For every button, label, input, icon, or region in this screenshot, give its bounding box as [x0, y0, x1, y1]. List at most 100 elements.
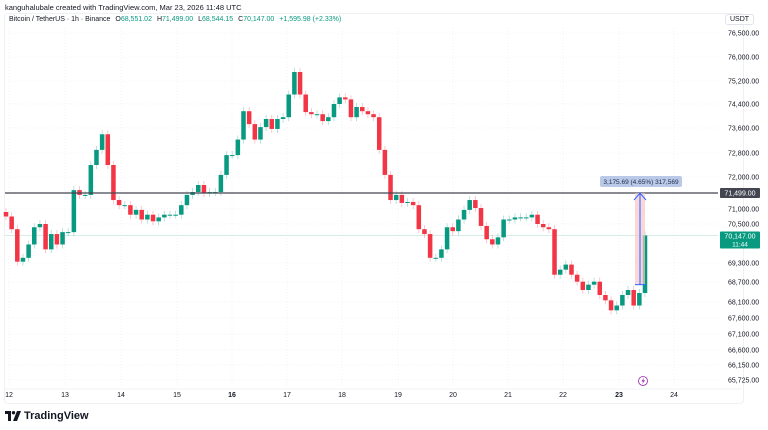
candle-body	[422, 229, 427, 235]
candle-body	[54, 234, 60, 245]
candle-body	[580, 281, 586, 290]
candle-body	[501, 219, 506, 238]
candle-body	[15, 229, 20, 262]
candle-body	[467, 200, 472, 210]
time-tick-label: 22	[559, 392, 567, 399]
candle-body	[484, 225, 489, 240]
candle-body	[439, 249, 444, 258]
candle-body	[444, 227, 450, 250]
price-tick-label: 76,500.00	[728, 31, 759, 38]
candle-body	[331, 104, 337, 118]
candle-body	[43, 224, 48, 250]
currency-unit-button[interactable]: USDT	[725, 14, 755, 25]
candle-body	[456, 219, 461, 232]
candle-body	[201, 185, 207, 193]
candle-body	[343, 97, 348, 100]
measure-label-box	[600, 176, 682, 187]
time-tick-label: 18	[338, 392, 346, 399]
candle-body	[173, 214, 178, 216]
candle-body	[495, 237, 501, 245]
candle-body	[60, 232, 65, 245]
candle-body	[99, 134, 105, 150]
candle-body	[128, 205, 133, 215]
candle-body	[156, 217, 161, 222]
ohlc-legend: Bitcoin / TetherUS · 1h · Binance O68,55…	[9, 16, 342, 23]
time-tick-label: 17	[283, 392, 291, 399]
candle-body	[591, 281, 597, 285]
close-value: 70,147.00	[243, 16, 275, 23]
candle-body	[399, 194, 405, 203]
candle-body	[614, 305, 619, 311]
candle-body	[450, 227, 455, 232]
candle-body	[37, 224, 43, 228]
time-tick-label: 20	[449, 392, 457, 399]
candle-body	[540, 224, 546, 228]
candle-body	[625, 290, 631, 295]
price-tick-label: 72,000.00	[728, 175, 759, 182]
candle-body	[150, 214, 156, 222]
price-tick-label: 76,000.00	[728, 55, 759, 62]
candle-body	[241, 111, 246, 140]
price-tick-label: 67,600.00	[728, 316, 759, 323]
candle-body	[365, 111, 371, 115]
tradingview-logo: TradingView	[5, 410, 89, 422]
candle-body	[105, 134, 111, 165]
candle-body	[597, 281, 603, 295]
candle-body	[523, 217, 529, 219]
candle-body	[82, 194, 88, 196]
candle-body	[507, 219, 512, 221]
candle-body	[297, 72, 303, 95]
candle-body	[529, 214, 535, 218]
candle-body	[637, 293, 642, 306]
time-tick-label: 15	[173, 392, 181, 399]
price-tick-label: 67,100.00	[728, 332, 759, 339]
price-tick-label: 75,200.00	[728, 79, 759, 86]
price-tick-label: 70,500.00	[728, 222, 759, 229]
time-tick-label: 16	[228, 392, 236, 399]
candle-body	[3, 212, 9, 217]
last-price-label: 70,147.00	[724, 233, 755, 240]
candle-body	[620, 295, 625, 306]
candle-body	[88, 165, 94, 195]
tradingview-logo-icon	[5, 411, 21, 421]
candle-body	[280, 117, 286, 119]
price-tick-label: 65,725.00	[728, 378, 759, 385]
candle-body	[433, 257, 439, 259]
candle-body	[546, 227, 552, 230]
price-tick-label: 74,400.00	[728, 102, 759, 109]
price-tick-label: 68,100.00	[728, 300, 759, 307]
price-tick-label: 69,300.00	[728, 261, 759, 268]
candle-body	[348, 99, 354, 118]
price-tick-label: 71,000.00	[728, 207, 759, 214]
chart-credit: kanguhalubale created with TradingView.c…	[5, 3, 242, 12]
candle-body	[388, 174, 393, 201]
candle-body	[535, 214, 540, 224]
time-tick-label: 21	[504, 392, 512, 399]
candle-body	[94, 149, 99, 165]
candle-body	[122, 205, 128, 207]
candle-body	[382, 149, 388, 175]
candle-body	[586, 284, 591, 290]
candle-body	[218, 174, 224, 193]
candle-body	[111, 165, 116, 201]
candle-body	[354, 107, 359, 118]
candle-body	[9, 216, 14, 230]
candle-body	[162, 214, 167, 218]
candle-body	[371, 114, 376, 118]
time-tick-label: 13	[61, 392, 69, 399]
candle-body	[71, 190, 77, 233]
candle-body	[490, 239, 495, 245]
candle-body	[275, 119, 280, 129]
candle-body	[145, 214, 150, 220]
low-value: 68,544.15	[202, 16, 234, 23]
candle-body	[246, 111, 252, 125]
candle-body	[229, 155, 235, 157]
symbol-label[interactable]: Bitcoin / TetherUS · 1h · Binance	[9, 16, 111, 23]
lightning-icon-glyph	[641, 377, 645, 385]
candle-body	[20, 257, 26, 262]
candle-body	[252, 124, 258, 140]
bar-countdown-label: 11:44	[732, 241, 748, 248]
candle-body	[631, 290, 636, 306]
candle-body	[116, 200, 122, 206]
